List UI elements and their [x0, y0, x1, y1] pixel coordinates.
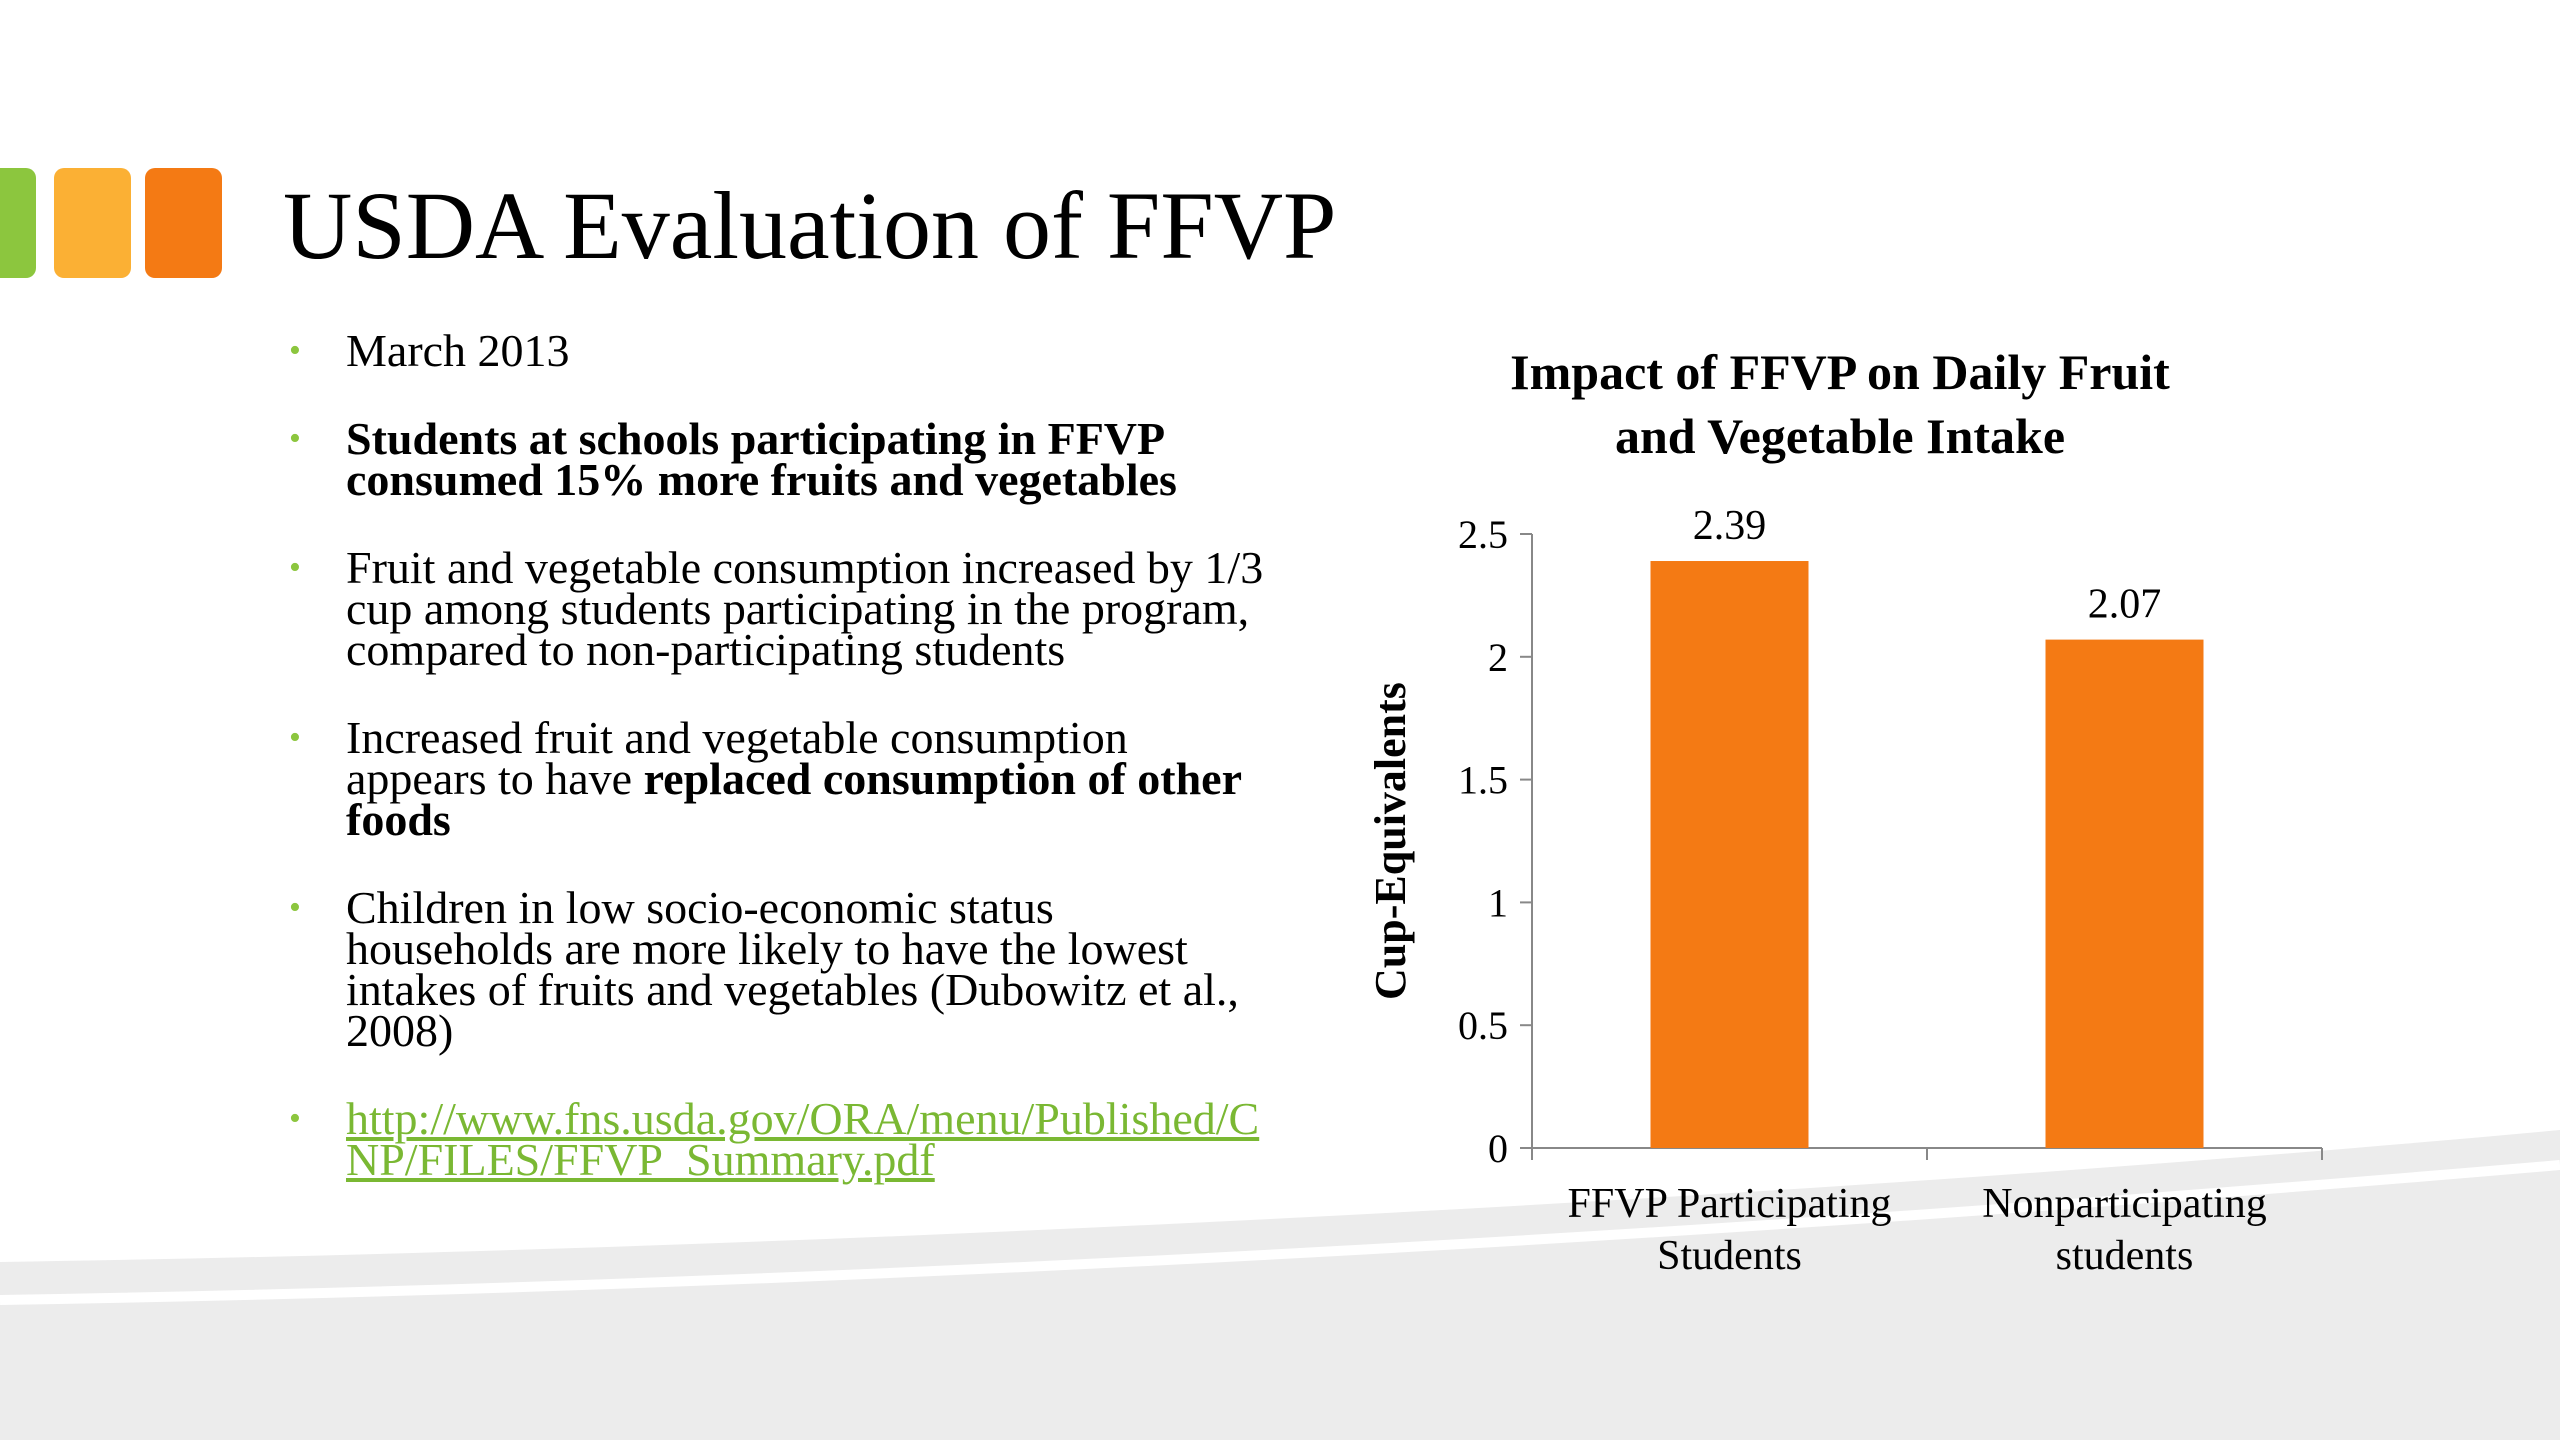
background-swoosh	[0, 1130, 2560, 1440]
bullet-list: March 2013 Students at schools participat…	[289, 328, 1269, 1227]
data-label: 2.39	[1693, 503, 1767, 549]
bar	[1650, 561, 1809, 1148]
bullet-text: March 2013	[346, 325, 570, 376]
y-tick-label: 0	[1488, 1126, 1508, 1171]
bullet: Children in low socio-economic status ho…	[289, 885, 1269, 1054]
decor-square	[54, 168, 131, 278]
bar	[2045, 639, 2204, 1148]
bullet: Increased fruit and vegetable consumptio…	[289, 715, 1269, 843]
bullet: March 2013	[289, 328, 1269, 374]
x-tick-label: Nonparticipating students	[1982, 1181, 2267, 1279]
bullet-text: Fruit and vegetable consumption increase…	[346, 542, 1264, 675]
y-axis-label: Cup-Equivalents	[1366, 682, 1415, 1000]
bullet-text: Students at schools participating in FFV…	[346, 413, 1177, 505]
background-swoosh-line	[0, 1160, 2560, 1305]
y-tick-label: 1.5	[1458, 758, 1508, 803]
bullet-text: Increased fruit and vegetable consumptio…	[346, 712, 1128, 804]
bullet: Fruit and vegetable consumption increase…	[289, 545, 1269, 673]
chart-title: Impact of FFVP on Daily Fruit and Vegetab…	[1510, 344, 2170, 464]
bullet-text: Children in low socio-economic status ho…	[346, 882, 1239, 1056]
y-tick-label: 0.5	[1458, 1003, 1508, 1048]
bullet: http://www.fns.usda.gov/ORA/menu/Publish…	[289, 1096, 1269, 1183]
data-label: 2.07	[2088, 582, 2162, 628]
bullet: Students at schools participating in FFV…	[289, 416, 1269, 503]
y-tick-label: 2.5	[1458, 512, 1508, 557]
y-tick-label: 2	[1488, 635, 1508, 680]
bullet-text: replaced consumption of other foods	[346, 753, 1242, 845]
x-tick-label: FFVP Participating Students	[1567, 1181, 1892, 1279]
decor-square	[0, 168, 36, 278]
y-tick-label: 1	[1488, 880, 1508, 925]
slide-title: USDA Evaluation of FFVP	[283, 172, 1337, 279]
decor-square	[145, 168, 222, 278]
link[interactable]: http://www.fns.usda.gov/ORA/menu/Publish…	[346, 1093, 1260, 1185]
